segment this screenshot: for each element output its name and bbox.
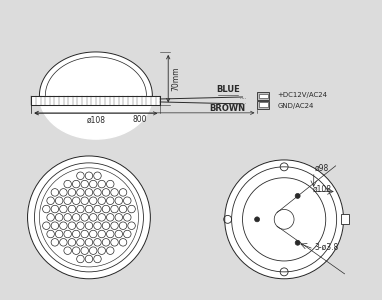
Bar xyxy=(259,102,268,107)
Text: 800: 800 xyxy=(132,115,147,124)
Circle shape xyxy=(225,160,343,279)
Circle shape xyxy=(255,217,259,222)
Text: ø108: ø108 xyxy=(313,184,332,194)
Bar xyxy=(259,94,268,98)
Circle shape xyxy=(295,240,300,245)
Text: ø108: ø108 xyxy=(86,115,105,124)
Text: 70mm: 70mm xyxy=(171,66,180,91)
Bar xyxy=(31,95,160,105)
Circle shape xyxy=(295,194,300,198)
Bar xyxy=(257,92,269,100)
Ellipse shape xyxy=(39,52,152,139)
Bar xyxy=(257,101,269,109)
Text: GND/AC24: GND/AC24 xyxy=(277,103,314,109)
Text: ø98: ø98 xyxy=(315,164,329,173)
Text: BLUE: BLUE xyxy=(216,85,240,94)
Circle shape xyxy=(28,156,151,279)
Bar xyxy=(341,214,348,224)
Text: +DC12V/AC24: +DC12V/AC24 xyxy=(277,92,327,98)
Text: 3-ø3.8: 3-ø3.8 xyxy=(315,243,339,252)
Text: BROWN: BROWN xyxy=(210,104,246,113)
